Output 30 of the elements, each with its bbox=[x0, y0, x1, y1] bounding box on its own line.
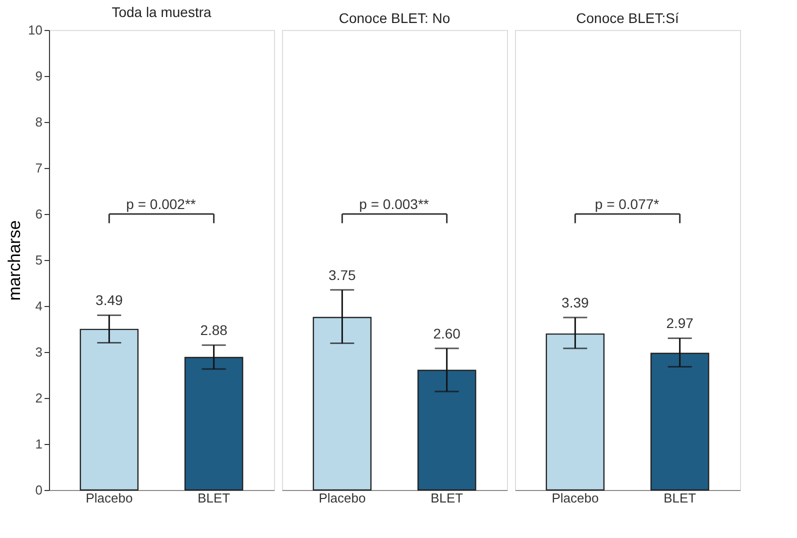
x-tick-label: BLET bbox=[664, 490, 696, 506]
y-axis-title: marcharse bbox=[5, 220, 24, 301]
y-tick-label: 4 bbox=[35, 298, 42, 314]
annotation: p = 0.003** bbox=[359, 196, 430, 212]
y-tick-label: 10 bbox=[28, 22, 42, 38]
data-label: 3.49 bbox=[96, 292, 124, 308]
chart-title: Toda la muestra bbox=[112, 4, 212, 20]
y-tick-label: 9 bbox=[35, 68, 42, 84]
data-label: 3.75 bbox=[328, 266, 356, 283]
data-label: 2.60 bbox=[433, 325, 461, 342]
y-tick-label: 2 bbox=[35, 390, 42, 406]
y-tick-label: 1 bbox=[35, 436, 42, 452]
x-tick-label: Placebo bbox=[552, 490, 599, 506]
annotation: p = 0.002** bbox=[126, 196, 196, 212]
annotation: p = 0.077* bbox=[594, 196, 660, 212]
data-label: 2.88 bbox=[200, 322, 228, 338]
y-tick-label: 0 bbox=[35, 482, 42, 498]
chart-title: Conoce BLET:Sí bbox=[576, 10, 679, 26]
data-label: 2.97 bbox=[666, 315, 694, 332]
x-tick-label: Placebo bbox=[86, 490, 133, 506]
y-tick-label: 3 bbox=[35, 344, 42, 360]
x-tick-label: BLET bbox=[198, 490, 230, 506]
y-tick-label: 5 bbox=[35, 252, 42, 268]
data-label: 3.39 bbox=[562, 294, 590, 310]
y-tick-label: 8 bbox=[35, 114, 42, 130]
chart-title: Conoce BLET: No bbox=[338, 10, 450, 26]
x-tick-label: Placebo bbox=[318, 490, 366, 506]
x-tick-label: BLET bbox=[430, 490, 464, 506]
y-tick-label: 6 bbox=[35, 206, 42, 222]
y-tick-label: 7 bbox=[35, 160, 42, 176]
